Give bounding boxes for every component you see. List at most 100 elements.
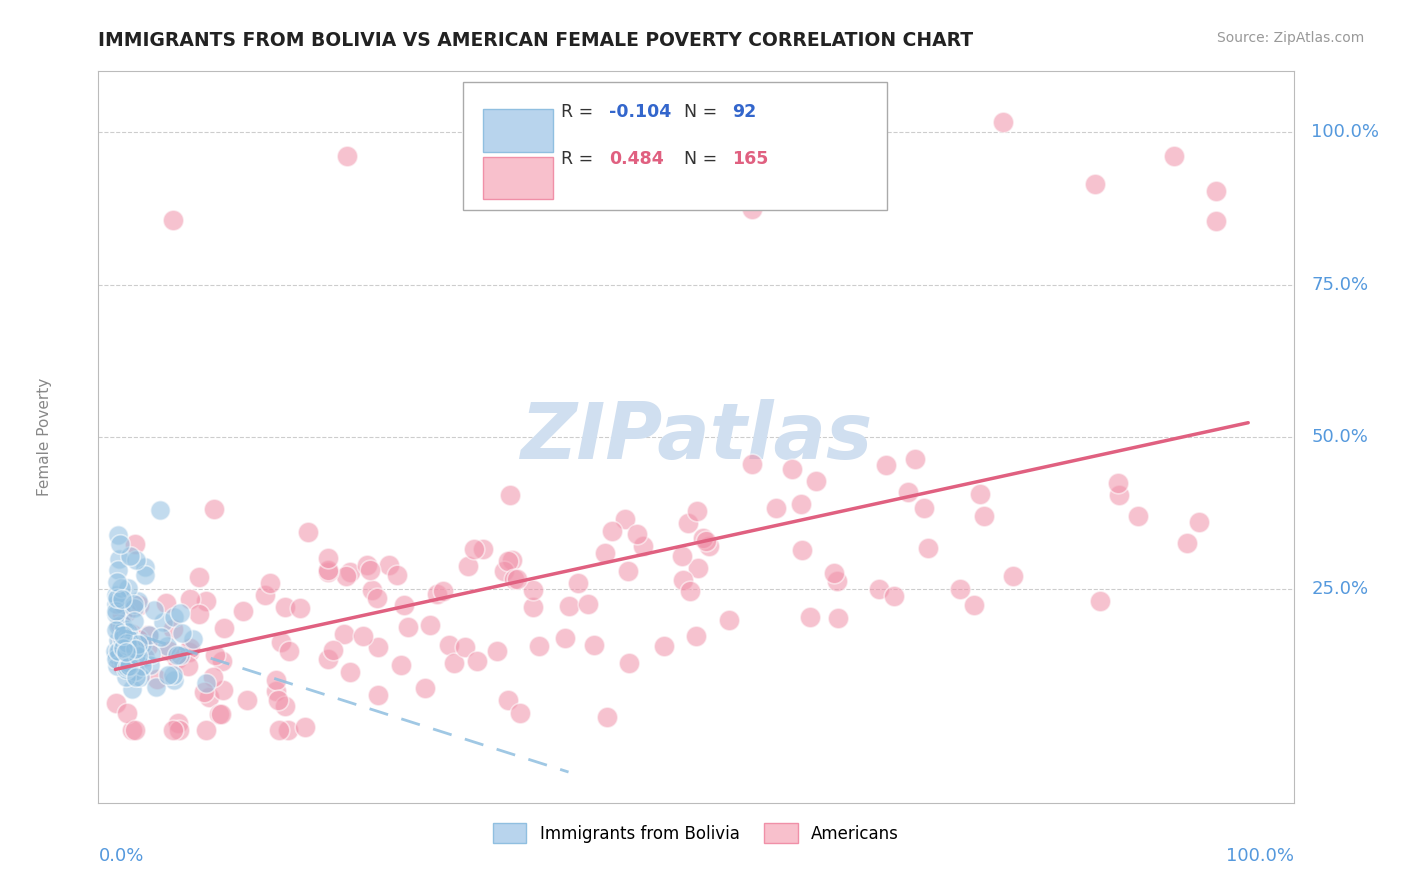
Point [195, 723, 218, 737]
Point [1205, 184, 1227, 198]
Point [492, 564, 515, 578]
Point [162, 723, 184, 737]
Point [949, 582, 972, 596]
Point [115, 648, 138, 662]
Point [254, 588, 277, 602]
Point [143, 603, 166, 617]
Point [432, 583, 454, 598]
Point [278, 643, 301, 657]
Point [112, 627, 135, 641]
Point [104, 588, 127, 602]
Point [232, 604, 254, 618]
Point [385, 567, 408, 582]
Point [105, 597, 128, 611]
Point [120, 656, 142, 670]
Point [288, 601, 311, 615]
Point [162, 212, 184, 227]
Point [181, 632, 204, 647]
Point [1175, 535, 1198, 549]
Point [201, 670, 224, 684]
Text: IMMIGRANTS FROM BOLIVIA VS AMERICAN FEMALE POVERTY CORRELATION CHART: IMMIGRANTS FROM BOLIVIA VS AMERICAN FEMA… [98, 31, 973, 50]
Point [485, 644, 508, 658]
Point [269, 723, 291, 737]
Text: 50.0%: 50.0% [1312, 428, 1368, 446]
Point [277, 723, 299, 737]
Point [741, 202, 763, 216]
Point [104, 697, 127, 711]
Point [686, 560, 709, 574]
Point [131, 637, 153, 651]
Text: Source: ZipAtlas.com: Source: ZipAtlas.com [1216, 31, 1364, 45]
Point [131, 658, 153, 673]
Point [108, 643, 131, 657]
Point [105, 623, 128, 637]
Point [366, 591, 388, 605]
Point [127, 632, 149, 647]
Point [270, 634, 292, 648]
Text: 75.0%: 75.0% [1312, 276, 1368, 293]
Point [1002, 569, 1025, 583]
Point [825, 574, 848, 588]
Point [392, 599, 415, 613]
Point [274, 699, 297, 714]
Point [1163, 148, 1185, 162]
Point [496, 693, 519, 707]
Point [155, 596, 177, 610]
Point [367, 688, 389, 702]
Point [443, 656, 465, 670]
Point [125, 553, 148, 567]
Point [117, 659, 139, 673]
Point [413, 681, 436, 695]
Point [114, 650, 136, 665]
Point [195, 676, 218, 690]
Point [104, 644, 127, 658]
Point [339, 665, 361, 679]
Point [117, 639, 139, 653]
Point [105, 659, 128, 673]
Point [264, 684, 287, 698]
Point [121, 626, 143, 640]
Point [145, 673, 167, 687]
Point [162, 668, 184, 682]
Point [297, 524, 319, 539]
Point [316, 652, 339, 666]
Point [671, 549, 693, 563]
Point [457, 558, 479, 573]
Point [157, 667, 180, 681]
Point [780, 462, 803, 476]
Point [111, 641, 134, 656]
Point [692, 531, 714, 545]
Point [792, 542, 814, 557]
Point [125, 648, 148, 663]
Point [121, 681, 143, 696]
Point [120, 665, 142, 679]
Point [134, 650, 156, 665]
Point [115, 645, 138, 659]
Point [138, 640, 160, 654]
Point [904, 452, 927, 467]
Point [617, 565, 640, 579]
Point [827, 610, 849, 624]
Point [522, 599, 544, 614]
Text: 0.484: 0.484 [609, 150, 664, 168]
Point [695, 534, 717, 549]
Point [204, 648, 226, 663]
Point [117, 625, 139, 640]
Text: 165: 165 [733, 150, 768, 168]
Point [112, 622, 135, 636]
Point [567, 575, 589, 590]
Point [336, 149, 359, 163]
Point [439, 638, 461, 652]
Point [124, 642, 146, 657]
Point [619, 656, 641, 670]
Point [129, 670, 152, 684]
Point [107, 563, 129, 577]
Point [875, 458, 897, 473]
Point [124, 634, 146, 648]
Point [211, 683, 233, 698]
Text: R =: R = [561, 103, 599, 120]
Point [179, 640, 201, 655]
Point [333, 627, 356, 641]
Point [267, 693, 290, 707]
Text: -0.104: -0.104 [609, 103, 671, 120]
